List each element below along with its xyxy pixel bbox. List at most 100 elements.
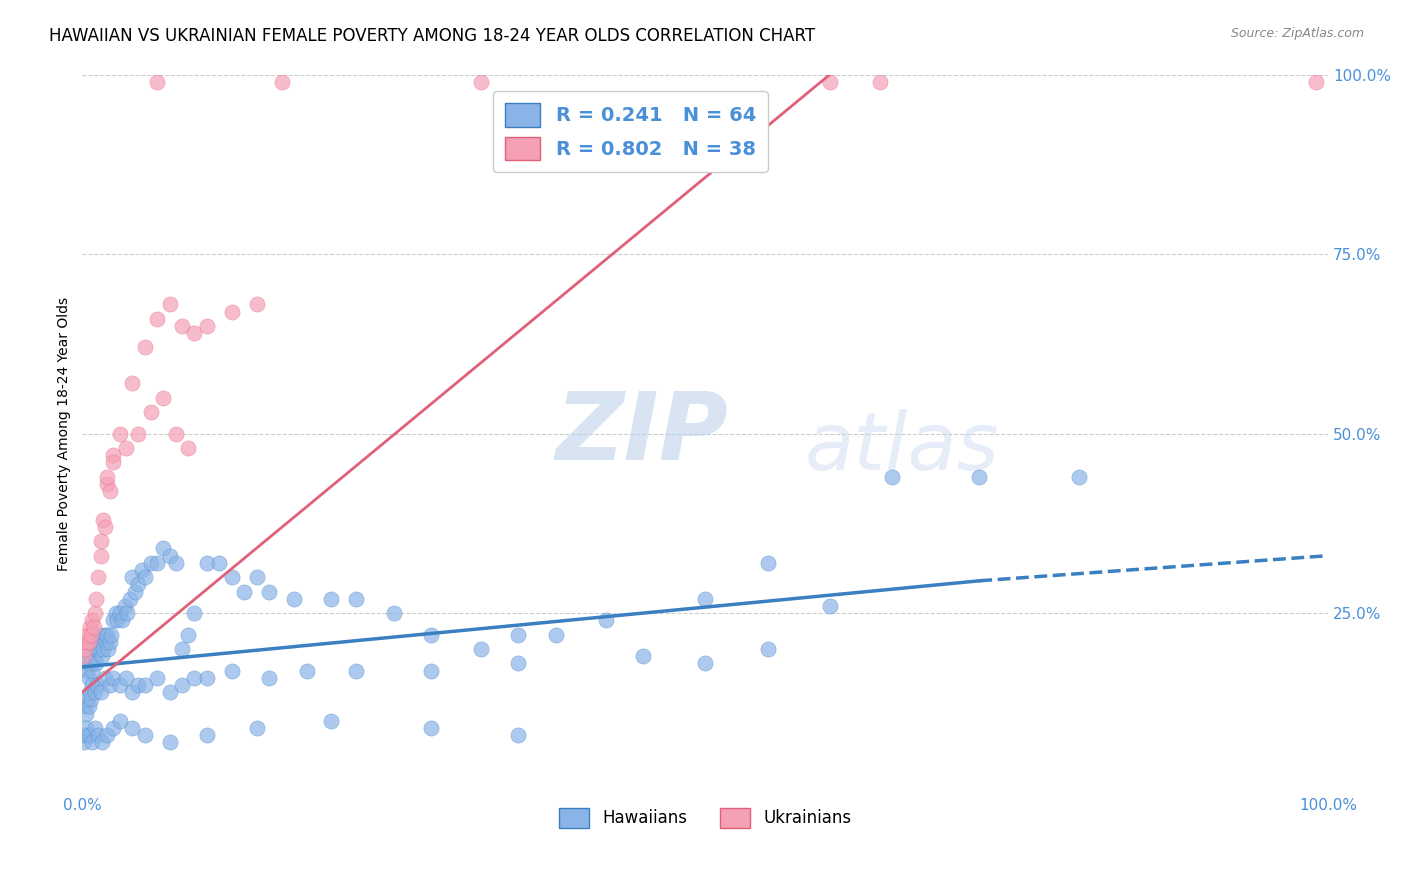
Point <box>114 599 136 613</box>
Point <box>115 441 138 455</box>
Point <box>756 642 779 657</box>
Point <box>152 391 174 405</box>
Point <box>87 570 110 584</box>
Point <box>121 570 143 584</box>
Point <box>83 721 105 735</box>
Point <box>80 628 103 642</box>
Point <box>89 628 111 642</box>
Point <box>82 613 104 627</box>
Point <box>127 426 149 441</box>
Point <box>246 570 269 584</box>
Point <box>97 642 120 657</box>
Point <box>76 628 98 642</box>
Point <box>134 678 156 692</box>
Point <box>91 649 114 664</box>
Point <box>79 649 101 664</box>
Point <box>103 448 125 462</box>
Point <box>82 664 104 678</box>
Point <box>79 685 101 699</box>
Point <box>75 721 97 735</box>
Point <box>420 664 443 678</box>
Point <box>344 591 367 606</box>
Point <box>470 75 492 89</box>
Point <box>90 549 112 563</box>
Text: atlas: atlas <box>804 409 1000 487</box>
Point <box>83 620 105 634</box>
Point <box>321 591 343 606</box>
Point <box>139 405 162 419</box>
Point <box>969 469 991 483</box>
Point <box>80 692 103 706</box>
Point <box>87 728 110 742</box>
Point <box>544 628 567 642</box>
Point <box>108 426 131 441</box>
Point <box>121 721 143 735</box>
Point <box>880 469 903 483</box>
Point <box>76 692 98 706</box>
Point <box>96 469 118 483</box>
Point <box>146 556 169 570</box>
Point <box>75 657 97 671</box>
Point <box>165 426 187 441</box>
Point <box>195 318 218 333</box>
Point <box>152 541 174 556</box>
Point <box>103 671 125 685</box>
Point <box>159 735 181 749</box>
Text: HAWAIIAN VS UKRAINIAN FEMALE POVERTY AMONG 18-24 YEAR OLDS CORRELATION CHART: HAWAIIAN VS UKRAINIAN FEMALE POVERTY AMO… <box>49 27 815 45</box>
Point <box>121 376 143 391</box>
Point <box>183 606 205 620</box>
Point <box>87 642 110 657</box>
Point <box>159 297 181 311</box>
Point <box>257 584 280 599</box>
Point <box>146 311 169 326</box>
Point <box>83 685 105 699</box>
Point <box>695 657 717 671</box>
Point <box>83 649 105 664</box>
Point <box>139 556 162 570</box>
Point <box>246 297 269 311</box>
Point <box>131 563 153 577</box>
Point <box>321 714 343 728</box>
Point <box>170 642 193 657</box>
Point <box>159 549 181 563</box>
Point <box>75 635 97 649</box>
Point <box>127 678 149 692</box>
Point <box>146 75 169 89</box>
Point <box>103 613 125 627</box>
Point <box>77 728 100 742</box>
Point <box>177 441 200 455</box>
Point <box>420 721 443 735</box>
Point <box>382 606 405 620</box>
Point <box>77 671 100 685</box>
Point <box>84 657 107 671</box>
Point <box>105 613 128 627</box>
Point <box>177 628 200 642</box>
Y-axis label: Female Poverty Among 18-24 Year Olds: Female Poverty Among 18-24 Year Olds <box>58 296 72 571</box>
Point <box>221 664 243 678</box>
Point <box>90 635 112 649</box>
Point <box>96 628 118 642</box>
Point <box>76 664 98 678</box>
Point <box>756 556 779 570</box>
Text: Source: ZipAtlas.com: Source: ZipAtlas.com <box>1230 27 1364 40</box>
Point <box>134 340 156 354</box>
Point <box>818 599 841 613</box>
Point <box>183 671 205 685</box>
Point <box>86 635 108 649</box>
Legend: Hawaiians, Ukrainians: Hawaiians, Ukrainians <box>553 801 859 835</box>
Point <box>79 620 101 634</box>
Point <box>93 520 115 534</box>
Point <box>631 649 654 664</box>
Point <box>283 591 305 606</box>
Point <box>170 318 193 333</box>
Point <box>115 671 138 685</box>
Point <box>508 728 530 742</box>
Point <box>1305 75 1327 89</box>
Point <box>420 628 443 642</box>
Point <box>344 664 367 678</box>
Point <box>118 591 141 606</box>
Point <box>73 699 96 714</box>
Point <box>134 728 156 742</box>
Point <box>134 570 156 584</box>
Point <box>195 671 218 685</box>
